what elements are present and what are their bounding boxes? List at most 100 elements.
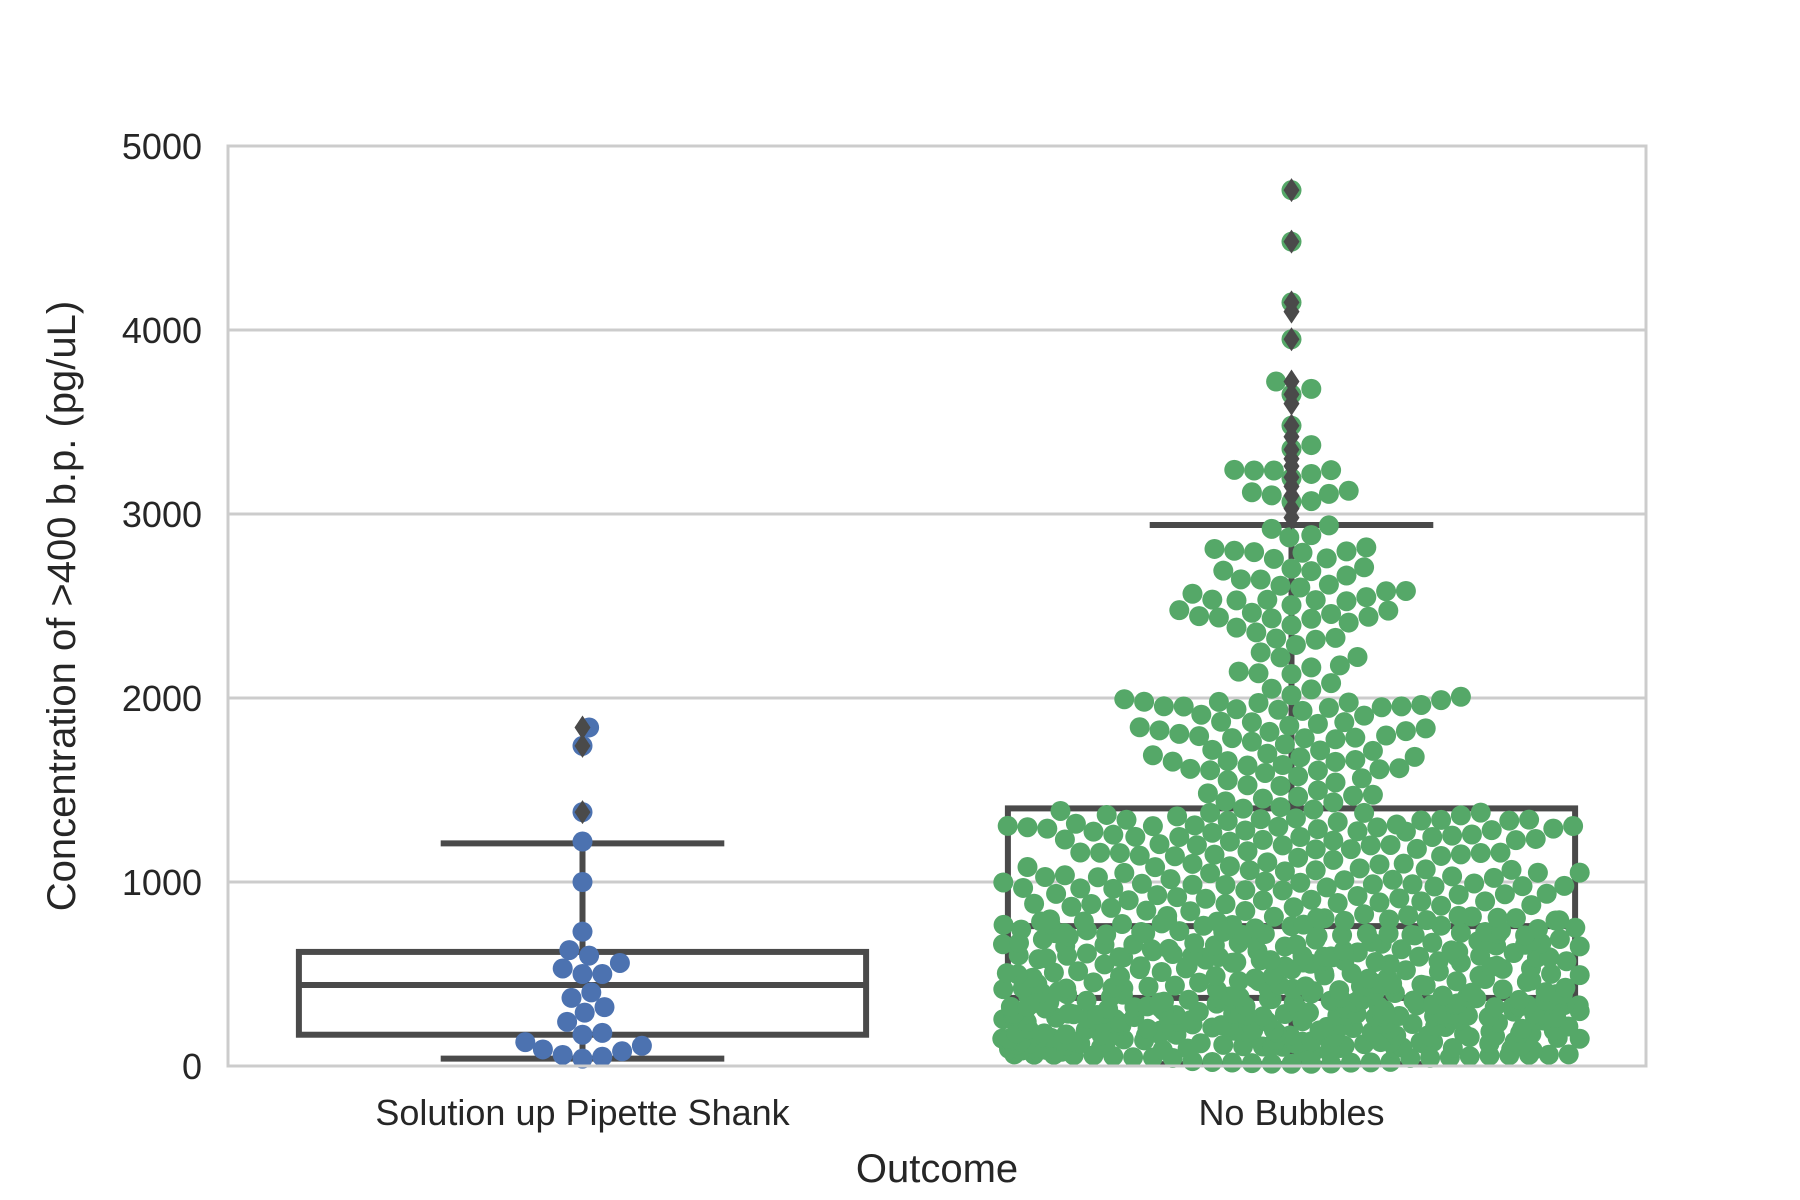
- data-point: [1189, 972, 1210, 993]
- data-point: [1415, 859, 1436, 880]
- data-point: [1301, 463, 1322, 484]
- data-point: [1301, 561, 1322, 582]
- data-point: [1215, 894, 1236, 915]
- data-point: [1555, 977, 1576, 998]
- data-point: [1217, 751, 1238, 772]
- data-point: [1301, 435, 1322, 456]
- data-point: [572, 921, 593, 942]
- data-point: [1431, 895, 1452, 916]
- data-point: [1182, 853, 1203, 874]
- data-point: [1263, 460, 1284, 481]
- data-point: [1301, 525, 1322, 546]
- data-point: [1125, 826, 1146, 847]
- data-point: [1281, 595, 1302, 616]
- data-point: [1305, 839, 1326, 860]
- data-point: [1403, 990, 1424, 1011]
- data-point: [1347, 646, 1368, 667]
- data-point: [1505, 830, 1526, 851]
- data-point: [1295, 976, 1316, 997]
- data-point: [1158, 938, 1179, 959]
- plot-frame: [226, 144, 1648, 1068]
- data-point: [1303, 799, 1324, 820]
- data-point: [997, 815, 1018, 836]
- data-point: [1024, 893, 1045, 914]
- data-point: [1290, 827, 1311, 848]
- data-point: [1274, 734, 1295, 755]
- data-point: [1286, 934, 1307, 955]
- data-point: [1536, 883, 1557, 904]
- data-point: [1509, 989, 1530, 1010]
- y-tick-labels: 0 1000 2000 3000 4000 5000: [122, 126, 202, 1087]
- data-point: [1109, 843, 1130, 864]
- data-point: [1442, 1037, 1463, 1058]
- data-point: [1145, 857, 1166, 878]
- data-point: [1288, 766, 1309, 787]
- data-point: [1217, 770, 1238, 791]
- data-point: [1307, 819, 1328, 840]
- data-point: [1114, 862, 1135, 883]
- data-point: [1336, 591, 1357, 612]
- data-point: [1450, 844, 1471, 865]
- data-point: [1081, 893, 1102, 914]
- data-point: [1129, 845, 1150, 866]
- data-point: [1333, 940, 1354, 961]
- data-point: [1301, 657, 1322, 678]
- outlier-marker: [1283, 327, 1300, 352]
- data-point: [1569, 936, 1590, 957]
- data-point: [1036, 948, 1057, 969]
- y-tick-label: 2000: [122, 678, 202, 719]
- data-point: [1073, 911, 1094, 932]
- data-point: [1459, 1046, 1480, 1067]
- outlier-markers: [574, 178, 1300, 825]
- data-point: [1202, 1051, 1223, 1072]
- outlier-marker: [574, 715, 591, 740]
- data-point: [1252, 890, 1273, 911]
- data-point: [1325, 772, 1346, 793]
- data-point: [1263, 548, 1284, 569]
- data-point: [1255, 871, 1276, 892]
- data-point: [1558, 1044, 1579, 1065]
- data-point: [1358, 606, 1379, 627]
- data-point: [1281, 664, 1302, 685]
- data-point: [1306, 908, 1327, 929]
- data-point: [1305, 860, 1326, 881]
- data-point: [1422, 932, 1443, 953]
- data-point: [1200, 760, 1221, 781]
- data-point: [1305, 590, 1326, 611]
- data-point: [1116, 809, 1137, 830]
- data-point: [1415, 718, 1436, 739]
- data-point: [1549, 929, 1570, 950]
- data-point: [1189, 606, 1210, 627]
- data-point: [1325, 751, 1346, 772]
- data-point: [1228, 971, 1249, 992]
- data-point: [993, 914, 1014, 935]
- x-tick-label: No Bubbles: [1198, 1092, 1384, 1133]
- data-point: [1142, 745, 1163, 766]
- outlier-marker: [1283, 382, 1300, 407]
- data-point: [1391, 939, 1412, 960]
- data-point: [1499, 810, 1520, 831]
- data-point: [1334, 712, 1355, 733]
- data-point: [1323, 792, 1344, 813]
- data-point: [1061, 896, 1082, 917]
- data-point: [1279, 527, 1300, 548]
- data-point: [1310, 740, 1331, 761]
- data-point: [1245, 968, 1266, 989]
- data-point: [1371, 697, 1392, 718]
- y-tick-label: 0: [182, 1046, 202, 1087]
- data-point: [552, 958, 573, 979]
- data-point: [1268, 699, 1289, 720]
- data-point: [1422, 826, 1443, 847]
- data-point: [1164, 975, 1185, 996]
- data-point: [1290, 747, 1311, 768]
- outlier-marker: [1283, 178, 1300, 203]
- data-point: [1152, 1039, 1173, 1060]
- data-point: [609, 952, 630, 973]
- data-point: [1404, 746, 1425, 767]
- data-point: [1017, 857, 1038, 878]
- data-point: [1411, 974, 1432, 995]
- data-point: [1461, 824, 1482, 845]
- data-point: [1250, 642, 1271, 663]
- data-point: [592, 964, 613, 984]
- data-point: [581, 982, 602, 1003]
